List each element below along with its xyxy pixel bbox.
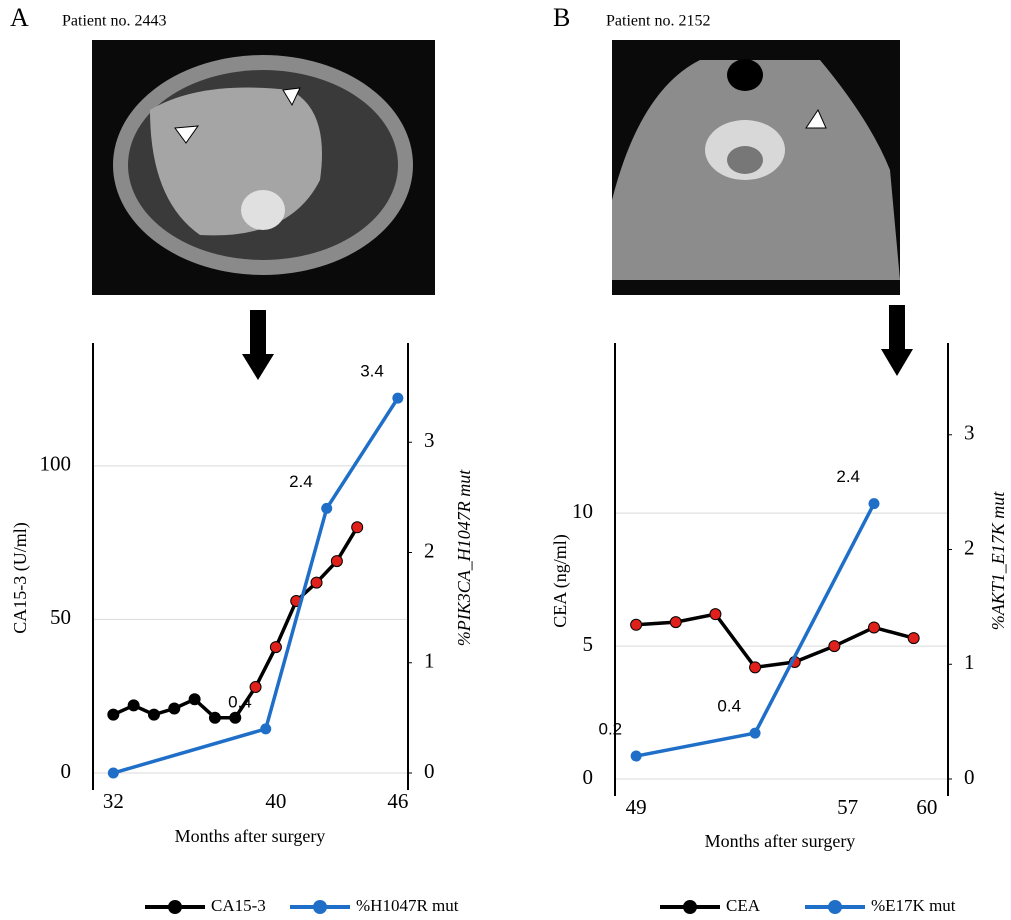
point	[630, 618, 643, 631]
y2-tick-label: 0	[964, 765, 975, 789]
point	[208, 711, 221, 724]
point	[127, 699, 140, 712]
point	[321, 502, 333, 514]
point	[107, 767, 119, 779]
y2-tick-label: 1	[424, 649, 435, 673]
point	[168, 702, 181, 715]
ct-image	[612, 40, 900, 295]
point	[330, 555, 343, 568]
point	[107, 708, 120, 721]
x-axis-label: Months after surgery	[705, 831, 856, 851]
y2-tick-label: 2	[964, 535, 975, 559]
legend-marker	[828, 900, 842, 914]
y2-tick-label: 3	[424, 428, 435, 452]
y2-tick-label: 1	[964, 650, 975, 674]
legend-marker	[168, 900, 182, 914]
legend-label: %E17K mut	[871, 896, 956, 915]
x-tick-label: 40	[265, 789, 286, 813]
point	[749, 661, 762, 674]
legend-label: CEA	[726, 896, 761, 915]
y-tick-label: 10	[572, 499, 593, 523]
value-label: 0.4	[717, 697, 741, 716]
y-tick-label: 50	[50, 605, 71, 629]
point	[188, 693, 201, 706]
legend-marker	[313, 900, 327, 914]
value-label: 0.4	[228, 692, 252, 711]
y-axis-label: CA15-3 (U/ml)	[10, 522, 31, 634]
series-line	[112, 397, 400, 775]
y-tick-label: 100	[40, 452, 72, 476]
point	[630, 750, 642, 762]
point	[260, 723, 272, 735]
value-label: 3.4	[360, 362, 384, 381]
series-line	[112, 526, 359, 720]
value-label: 2.4	[289, 472, 313, 491]
x-tick-label: 57	[837, 795, 858, 819]
point	[249, 681, 262, 693]
value-label: 2.4	[836, 467, 860, 486]
y-tick-label: 5	[583, 632, 594, 656]
x-tick-label: 49	[626, 795, 647, 819]
point	[269, 641, 282, 654]
legend-label: %H1047R mut	[356, 896, 459, 915]
point	[147, 708, 160, 721]
point	[749, 727, 761, 739]
x-tick-label: 32	[103, 789, 124, 813]
x-tick-label: 60	[916, 795, 937, 819]
point	[907, 632, 920, 645]
point	[351, 521, 364, 534]
arrow	[881, 305, 913, 376]
x-tick-label: 46	[387, 789, 408, 813]
legend-marker	[683, 900, 697, 914]
point	[868, 498, 880, 510]
y2-tick-label: 0	[424, 759, 435, 783]
point	[669, 616, 682, 629]
point	[868, 621, 880, 634]
patient-label: Patient no. 2152	[606, 13, 710, 30]
panel-label: A	[10, 3, 29, 32]
series-line	[636, 612, 915, 670]
point	[828, 640, 841, 653]
y2-axis-label: %AKT1_E17K mut	[988, 491, 1008, 631]
y-axis-label: CEA (ng/ml)	[550, 534, 571, 628]
value-label: 0.2	[599, 720, 623, 739]
point	[392, 392, 404, 404]
y2-tick-label: 3	[964, 421, 975, 445]
legend-label: CA15-3	[211, 896, 266, 915]
ct-image	[92, 40, 435, 295]
panel-label: B	[553, 3, 570, 32]
y2-axis-label: %PIK3CA_H1047R mut	[454, 469, 474, 646]
point	[229, 711, 242, 724]
series-line	[635, 502, 876, 758]
point	[709, 608, 722, 621]
point	[310, 576, 323, 589]
patient-label: Patient no. 2443	[62, 13, 166, 30]
y-tick-label: 0	[583, 765, 594, 789]
arrow	[242, 310, 274, 380]
y2-tick-label: 2	[424, 538, 435, 562]
y-tick-label: 0	[61, 759, 72, 783]
x-axis-label: Months after surgery	[175, 826, 326, 846]
